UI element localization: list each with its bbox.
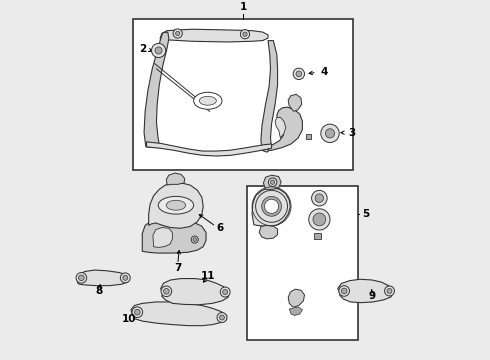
Circle shape xyxy=(220,315,224,320)
Bar xyxy=(306,134,311,139)
Circle shape xyxy=(313,213,326,226)
Polygon shape xyxy=(338,279,393,303)
Polygon shape xyxy=(275,117,286,138)
Circle shape xyxy=(78,275,84,281)
Circle shape xyxy=(222,289,228,294)
Circle shape xyxy=(151,44,166,58)
Polygon shape xyxy=(167,173,185,185)
Text: 10: 10 xyxy=(122,314,136,324)
Polygon shape xyxy=(289,307,302,315)
Ellipse shape xyxy=(194,92,222,109)
Polygon shape xyxy=(161,279,229,305)
Polygon shape xyxy=(160,29,268,42)
Bar xyxy=(247,186,358,340)
Text: 6: 6 xyxy=(216,223,223,233)
Text: 4: 4 xyxy=(320,67,327,77)
Circle shape xyxy=(164,288,169,294)
Circle shape xyxy=(325,129,335,138)
Circle shape xyxy=(193,238,196,241)
Polygon shape xyxy=(153,228,172,247)
Bar xyxy=(133,19,353,170)
Circle shape xyxy=(339,285,349,296)
Ellipse shape xyxy=(199,96,216,105)
Polygon shape xyxy=(264,175,281,189)
Text: 7: 7 xyxy=(174,263,181,273)
Circle shape xyxy=(321,124,339,143)
Circle shape xyxy=(315,194,323,202)
Ellipse shape xyxy=(158,197,194,214)
Polygon shape xyxy=(148,183,203,228)
Circle shape xyxy=(220,287,230,297)
Circle shape xyxy=(241,30,249,39)
Circle shape xyxy=(293,68,304,80)
Circle shape xyxy=(256,190,288,222)
Text: 3: 3 xyxy=(348,128,355,138)
Circle shape xyxy=(155,47,162,54)
Polygon shape xyxy=(261,41,277,152)
Circle shape xyxy=(173,29,182,38)
Circle shape xyxy=(123,275,128,280)
Polygon shape xyxy=(252,188,291,226)
Circle shape xyxy=(342,288,347,294)
Polygon shape xyxy=(147,142,271,156)
Circle shape xyxy=(132,307,143,318)
Circle shape xyxy=(217,312,227,323)
Circle shape xyxy=(191,236,198,243)
Polygon shape xyxy=(288,94,302,111)
Circle shape xyxy=(243,32,247,36)
Bar xyxy=(314,233,321,239)
Text: 1: 1 xyxy=(240,2,247,12)
Polygon shape xyxy=(144,32,169,148)
Text: 11: 11 xyxy=(200,271,215,281)
Circle shape xyxy=(76,273,87,283)
Circle shape xyxy=(312,190,327,206)
Circle shape xyxy=(270,180,275,184)
Polygon shape xyxy=(259,225,277,239)
Circle shape xyxy=(161,286,172,297)
Circle shape xyxy=(387,288,392,293)
Polygon shape xyxy=(131,302,226,326)
Circle shape xyxy=(269,178,277,186)
Circle shape xyxy=(296,71,302,77)
Polygon shape xyxy=(77,270,129,285)
Circle shape xyxy=(262,197,281,216)
Text: 9: 9 xyxy=(368,291,375,301)
Text: 5: 5 xyxy=(363,209,370,219)
Circle shape xyxy=(385,286,394,296)
Polygon shape xyxy=(288,289,304,307)
Polygon shape xyxy=(268,107,302,150)
Text: 8: 8 xyxy=(96,285,103,296)
Circle shape xyxy=(309,209,330,230)
Text: 2: 2 xyxy=(139,44,147,54)
Polygon shape xyxy=(142,220,206,253)
Circle shape xyxy=(175,31,180,36)
Circle shape xyxy=(121,273,130,283)
Circle shape xyxy=(134,309,140,315)
Circle shape xyxy=(265,199,279,213)
Ellipse shape xyxy=(166,200,186,210)
